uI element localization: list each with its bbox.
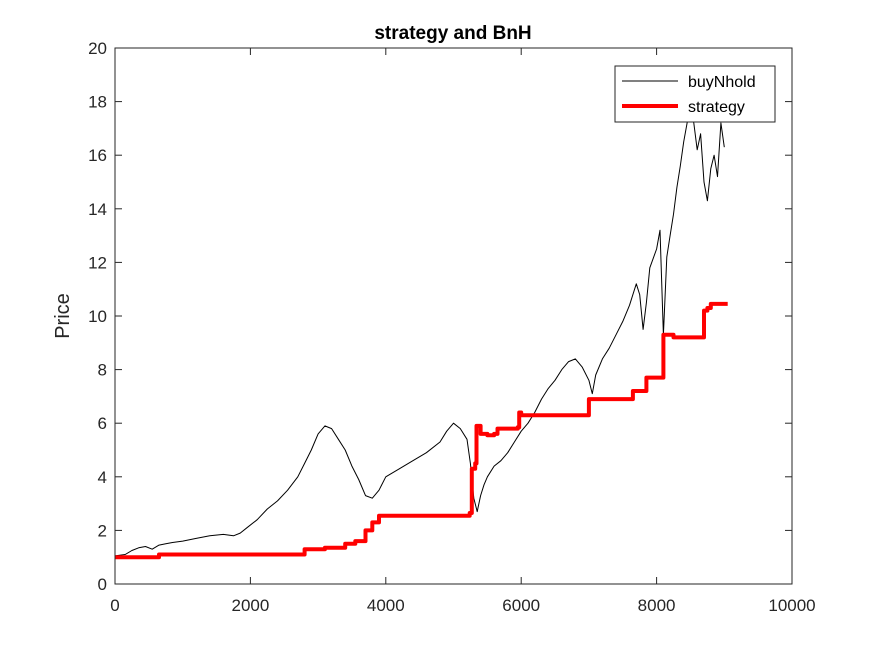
x-tick-label: 4000 xyxy=(367,596,405,615)
y-tick-label: 18 xyxy=(88,93,107,112)
series-layer xyxy=(114,106,728,560)
y-tick-label: 20 xyxy=(88,39,107,58)
plot-background xyxy=(115,48,792,584)
legend-box xyxy=(614,65,776,123)
chart-title: strategy and BnH xyxy=(374,23,531,44)
legend-label-buynhold: buyNhold xyxy=(688,74,756,91)
y-tick-label: 14 xyxy=(88,200,107,219)
x-tick-label: 0 xyxy=(110,596,119,615)
y-tick-label: 4 xyxy=(98,468,107,487)
y-tick-label: 2 xyxy=(98,521,107,540)
y-tick-label: 6 xyxy=(98,414,107,433)
y-axis-label: Price xyxy=(52,293,74,339)
x-tick-label: 10000 xyxy=(768,596,815,615)
legend-label-strategy: strategy xyxy=(688,99,745,116)
x-tick-label: 6000 xyxy=(502,596,540,615)
series-line-strategy xyxy=(115,301,728,560)
x-tick-label: 2000 xyxy=(231,596,269,615)
x-tick-label: 8000 xyxy=(638,596,676,615)
y-ticks: 0 2 4 6 8 10 12 14 16 18 20 xyxy=(88,39,792,594)
legend: buyNhold strategy xyxy=(614,65,776,123)
y-tick-label: 12 xyxy=(88,253,107,272)
series-line-buynhold xyxy=(114,106,725,557)
x-ticks: 0 2000 4000 6000 8000 10000 xyxy=(110,48,816,615)
y-tick-label: 8 xyxy=(98,361,107,380)
y-tick-label: 0 xyxy=(98,575,107,594)
y-tick-label: 16 xyxy=(88,146,107,165)
y-tick-label: 10 xyxy=(88,307,107,326)
